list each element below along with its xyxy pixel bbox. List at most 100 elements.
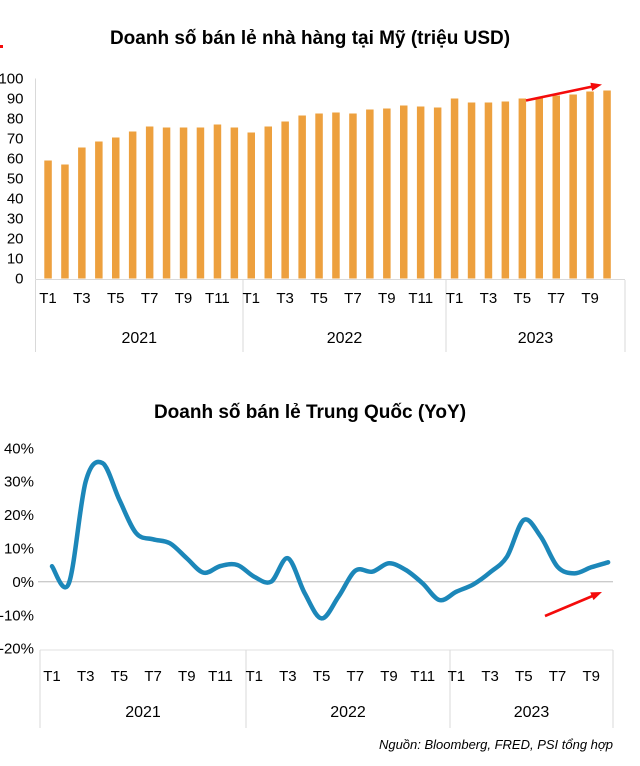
- year-label: 2023: [514, 704, 550, 721]
- month-tick-label: T3: [73, 290, 91, 307]
- month-tick-label: T7: [549, 668, 567, 685]
- china-yoy-line: [49, 459, 611, 621]
- bar: [145, 126, 154, 279]
- bar: [95, 141, 103, 279]
- y-tick-label: 90: [7, 91, 24, 108]
- month-tick-label: T3: [276, 290, 294, 307]
- month-tick-label: T1: [43, 668, 61, 685]
- y-tick-label: 20%: [4, 507, 34, 524]
- month-tick-label: T5: [514, 290, 532, 307]
- bar: [349, 113, 357, 279]
- y-tick-label: 30%: [4, 474, 34, 491]
- bar: [484, 102, 493, 279]
- bar: [179, 127, 188, 279]
- bar: [44, 160, 52, 279]
- month-tick-label: T3: [77, 668, 95, 685]
- month-tick-label: T3: [481, 668, 499, 685]
- bar: [213, 124, 222, 279]
- y-tick-label: 50: [7, 171, 24, 188]
- month-tick-label: T3: [279, 668, 297, 685]
- bar: [264, 126, 272, 279]
- month-tick-label: T9: [581, 290, 599, 307]
- y-tick-label: 40: [7, 191, 24, 208]
- year-label: 2022: [330, 704, 366, 721]
- month-tick-label: T5: [107, 290, 125, 307]
- month-tick-label: T7: [547, 290, 565, 307]
- china-retail-sales-chart-title: Doanh số bán lẻ Trung Quốc (YoY): [153, 402, 467, 423]
- bar: [112, 137, 120, 279]
- month-tick-label: T1: [245, 668, 263, 685]
- y-tick-label: 0: [15, 271, 23, 288]
- month-tick-label: T7: [144, 668, 162, 685]
- bar: [366, 109, 374, 279]
- bar: [383, 108, 391, 279]
- y-tick-label: -20%: [0, 641, 34, 658]
- y-tick-label: 80: [7, 111, 24, 128]
- month-tick-label: T9: [380, 668, 398, 685]
- year-label: 2021: [125, 704, 161, 721]
- bar: [298, 115, 306, 279]
- bar: [603, 90, 611, 279]
- trend-arrow-head: [590, 592, 602, 601]
- bar: [518, 98, 527, 279]
- bar: [467, 102, 476, 279]
- month-tick-label: T1: [446, 290, 464, 307]
- y-tick-label: 40%: [4, 440, 34, 457]
- bar: [416, 106, 425, 279]
- bar: [61, 164, 69, 279]
- month-tick-label: T1: [448, 668, 466, 685]
- bar: [315, 113, 323, 279]
- month-tick-label: T7: [141, 290, 159, 307]
- month-tick-label: T11: [410, 668, 435, 685]
- bar: [332, 112, 340, 279]
- month-tick-label: T7: [347, 668, 365, 685]
- red-dash-mark: [0, 45, 3, 48]
- month-tick-label: T11: [205, 290, 230, 307]
- trend-arrow-head: [590, 82, 602, 91]
- y-tick-label: 0%: [12, 574, 34, 591]
- y-tick-label: 10%: [4, 541, 34, 558]
- y-tick-label: 10: [7, 251, 24, 268]
- year-label: 2022: [327, 330, 363, 347]
- y-tick-label: 60: [7, 151, 24, 168]
- month-tick-label: T7: [344, 290, 362, 307]
- trend-arrow-shaft: [544, 594, 595, 618]
- bar: [128, 131, 137, 279]
- bar: [450, 98, 459, 279]
- month-tick-label: T9: [582, 668, 600, 685]
- bar: [586, 91, 594, 279]
- source-note: Nguồn: Bloomberg, FRED, PSI tổng hợp: [378, 737, 613, 752]
- month-tick-label: T5: [310, 290, 328, 307]
- year-label: 2023: [518, 330, 554, 347]
- us-restaurant-sales-chart-title: Doanh số bán lẻ nhà hàng tại Mỹ (triệu U…: [109, 28, 511, 49]
- month-tick-label: T1: [243, 290, 261, 307]
- y-tick-label: 30: [7, 211, 24, 228]
- bar: [247, 132, 255, 279]
- month-tick-label: T9: [378, 290, 396, 307]
- month-tick-label: T9: [175, 290, 193, 307]
- month-tick-label: T3: [480, 290, 498, 307]
- month-tick-label: T5: [313, 668, 331, 685]
- y-tick-label: -10%: [0, 607, 34, 624]
- bar: [433, 107, 442, 279]
- bar: [400, 105, 408, 279]
- bar: [230, 127, 239, 279]
- bar: [535, 97, 543, 279]
- y-tick-label: 70: [7, 131, 24, 148]
- month-tick-label: T1: [39, 290, 57, 307]
- bar: [569, 94, 577, 279]
- month-tick-label: T5: [111, 668, 129, 685]
- bar: [552, 95, 560, 279]
- bar: [501, 101, 510, 279]
- month-tick-label: T11: [408, 290, 433, 307]
- month-tick-label: T11: [208, 668, 233, 685]
- trend-arrow-shaft: [525, 85, 594, 102]
- month-tick-label: T5: [515, 668, 533, 685]
- year-label: 2021: [121, 330, 157, 347]
- bar: [196, 127, 205, 279]
- month-tick-label: T9: [178, 668, 196, 685]
- y-tick-label: 20: [7, 231, 24, 248]
- bar: [78, 147, 86, 279]
